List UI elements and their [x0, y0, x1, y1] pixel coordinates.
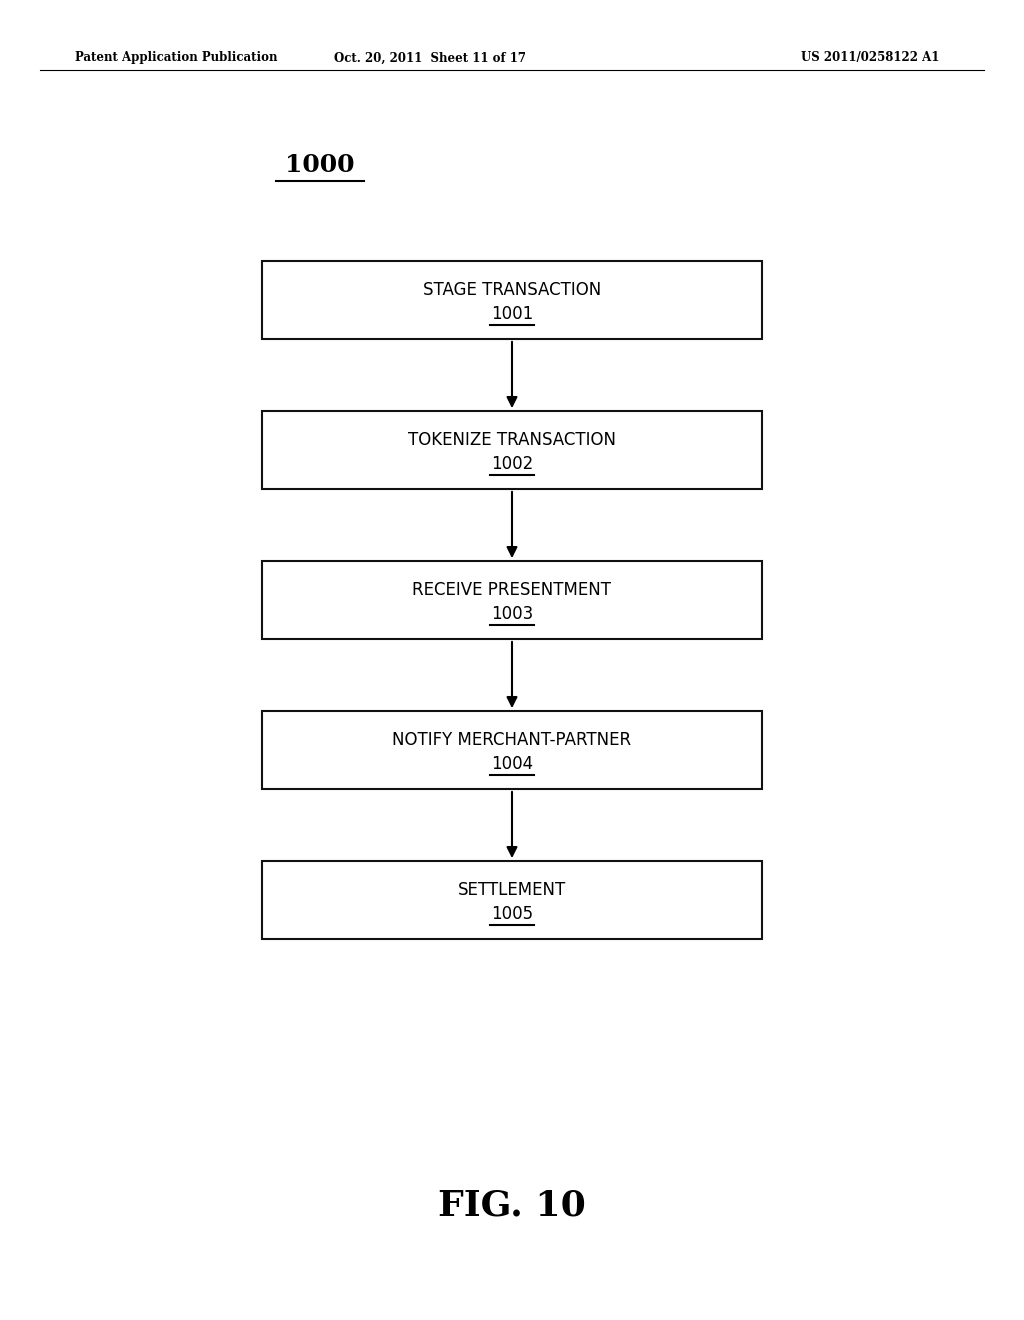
Text: 1000: 1000 — [286, 153, 354, 177]
Text: 1001: 1001 — [490, 305, 534, 323]
Bar — [262, 711, 762, 789]
Bar — [262, 261, 762, 339]
Bar — [262, 561, 762, 639]
Text: 1005: 1005 — [490, 906, 534, 923]
Text: TOKENIZE TRANSACTION: TOKENIZE TRANSACTION — [408, 432, 616, 449]
Text: 1003: 1003 — [490, 605, 534, 623]
Text: US 2011/0258122 A1: US 2011/0258122 A1 — [801, 51, 939, 65]
Text: Oct. 20, 2011  Sheet 11 of 17: Oct. 20, 2011 Sheet 11 of 17 — [334, 51, 526, 65]
Text: RECEIVE PRESENTMENT: RECEIVE PRESENTMENT — [413, 581, 611, 599]
Bar — [262, 411, 762, 488]
Text: FIG. 10: FIG. 10 — [438, 1188, 586, 1222]
Text: STAGE TRANSACTION: STAGE TRANSACTION — [423, 281, 601, 300]
Text: Patent Application Publication: Patent Application Publication — [75, 51, 278, 65]
Text: 1004: 1004 — [490, 755, 534, 774]
Text: 1002: 1002 — [490, 455, 534, 473]
Text: SETTLEMENT: SETTLEMENT — [458, 880, 566, 899]
Text: NOTIFY MERCHANT-PARTNER: NOTIFY MERCHANT-PARTNER — [392, 731, 632, 748]
Bar — [262, 861, 762, 939]
